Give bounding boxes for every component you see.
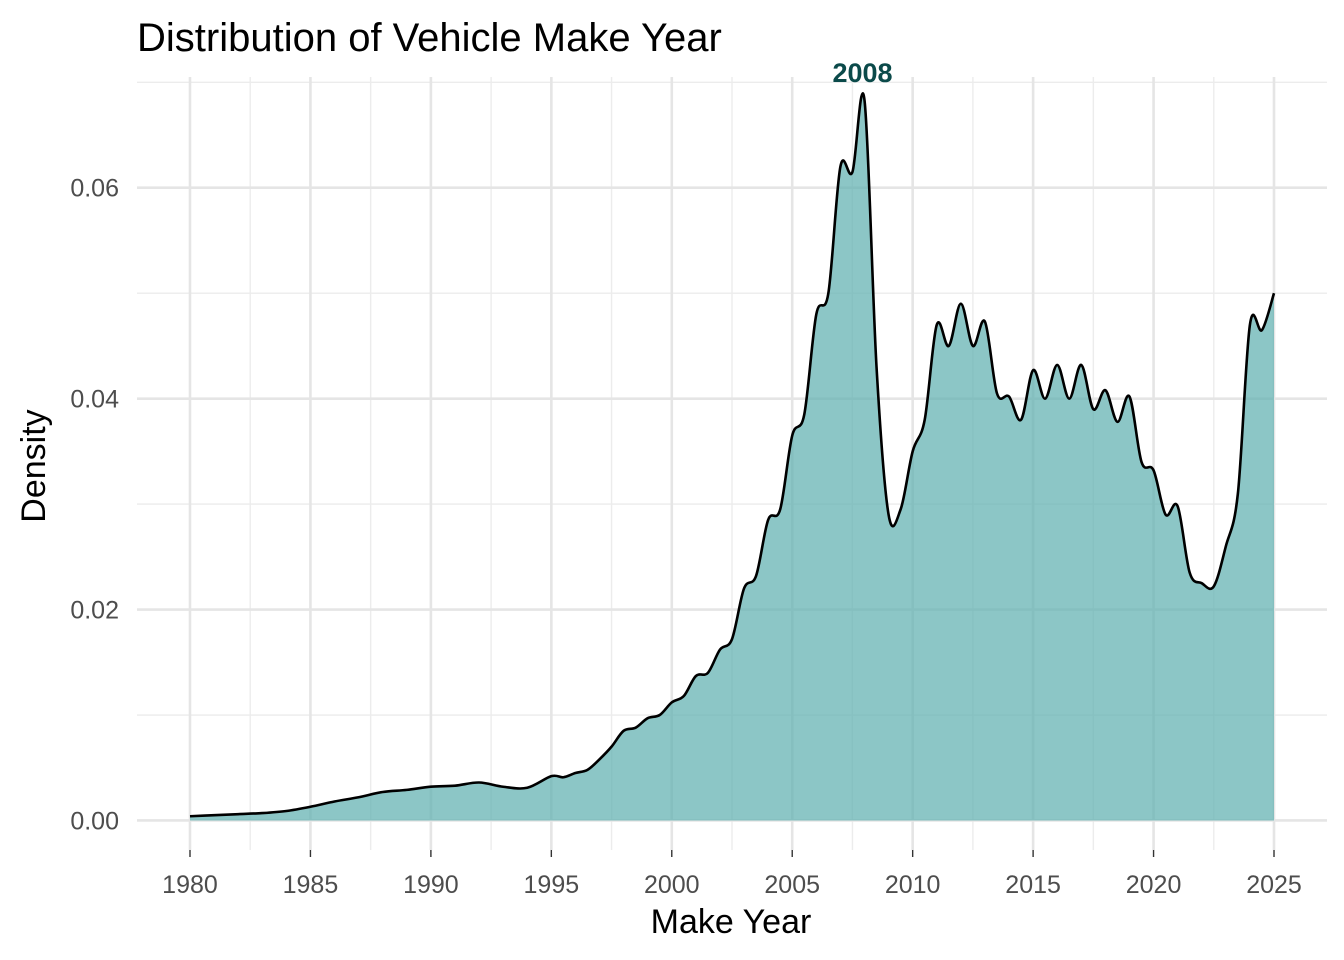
y-tick-label: 0.06: [70, 175, 119, 203]
x-tick-label: 2025: [1246, 871, 1302, 899]
x-tick-label: 2000: [644, 871, 700, 899]
x-tick-label: 1985: [283, 871, 339, 899]
peak-label: 2008: [832, 58, 892, 88]
x-tick-label: 2005: [764, 871, 820, 899]
x-tick-label: 1990: [403, 871, 459, 899]
x-tick-label: 1980: [162, 871, 218, 899]
x-axis-ticks: 1980 1985 1990 1995 2000 2005 2010 2015 2020 2025: [162, 850, 1302, 899]
density-line: [189, 92, 1276, 818]
density-area-fill: [190, 93, 1274, 821]
chart-title: Distribution of Vehicle Make Year: [137, 16, 722, 60]
density-area-layer: [189, 92, 1276, 821]
x-tick-label: 2015: [1005, 871, 1061, 899]
y-tick-label: 0.04: [70, 386, 119, 414]
x-tick-label: 1995: [524, 871, 580, 899]
y-axis-ticks: 0.00 0.02 0.04 0.06: [70, 175, 119, 836]
y-tick-label: 0.02: [70, 597, 119, 625]
x-axis-label: Make Year: [651, 903, 812, 941]
x-tick-label: 2020: [1126, 871, 1182, 899]
y-axis-label: Density: [15, 409, 53, 522]
x-tick-label: 2010: [885, 871, 941, 899]
y-tick-label: 0.00: [70, 807, 119, 835]
